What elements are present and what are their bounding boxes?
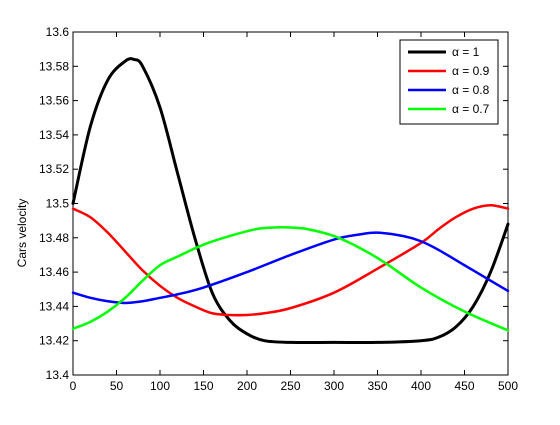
y-tick-label: 13.44 [39,299,69,313]
x-tick-label: 500 [498,379,518,393]
y-tick-label: 13.6 [46,25,70,39]
y-tick-label: 13.52 [39,162,69,176]
series-group [71,57,510,345]
series-alpha-0-9-line [71,203,510,317]
legend-label: α = 0.8 [452,83,490,97]
y-tick-label: 13.46 [39,265,69,279]
legend-label: α = 0.9 [452,64,490,78]
y-tick-label: 13.56 [39,94,69,108]
series-alpha-0-7-line [71,226,510,332]
legend-label: α = 1 [452,45,480,59]
y-tick-label: 13.5 [46,197,70,211]
x-tick-label: 100 [150,379,170,393]
x-tick-label: 300 [324,379,344,393]
y-tick-label: 13.48 [39,231,69,245]
legend-box [399,39,499,125]
series-alpha-0-8-line [71,231,510,305]
y-tick-label: 13.58 [39,59,69,73]
x-tick-label: 200 [237,379,257,393]
x-tick-label: 350 [367,379,387,393]
y-tick-label: 13.42 [39,334,69,348]
series-alpha-1-line [71,57,510,345]
x-tick-label: 250 [280,379,300,393]
x-tick-label: 150 [193,379,213,393]
legend: α = 1 α = 0.9 α = 0.8 α = 0.7 [399,39,499,125]
x-tick-label: 0 [70,379,77,393]
y-tick-label: 13.4 [46,368,70,382]
y-tick-label: 13.54 [39,128,69,142]
x-tick-label: 400 [411,379,431,393]
x-tick-label: 50 [110,379,124,393]
x-tick-label: 450 [454,379,474,393]
y-axis-label: Cars velocity [15,199,29,268]
legend-label: α = 0.7 [452,102,490,116]
